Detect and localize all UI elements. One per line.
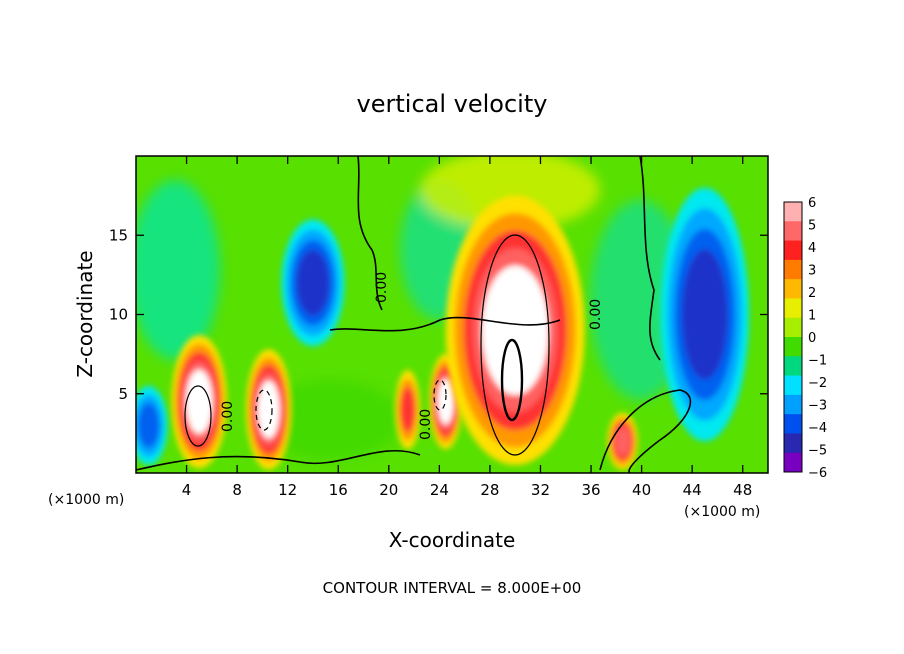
feature-7 <box>660 187 749 442</box>
feature-1 <box>245 349 292 470</box>
x-tick-label: 40 <box>632 481 651 499</box>
colorbar-label: −6 <box>808 466 827 481</box>
colorbar-label: −1 <box>808 354 827 369</box>
contour-core-inner <box>500 338 524 422</box>
contour-right-lobe <box>599 389 692 473</box>
colorbar-swatch <box>784 202 802 222</box>
colorbar-label: −3 <box>808 399 827 414</box>
bg-yellow-top <box>420 156 600 230</box>
y-axis-label: Z-coordinate <box>73 250 97 377</box>
y-axis-ticks: 5 10 15 <box>109 226 768 403</box>
feature-6 <box>607 412 638 470</box>
contour-interval-note: CONTOUR INTERVAL = 8.000E+00 <box>323 579 582 597</box>
feature-3 <box>395 370 421 450</box>
velocity-features <box>136 187 749 470</box>
contour-left-ellipse <box>184 385 212 447</box>
colorbar-label: −4 <box>808 421 827 436</box>
colorbar-swatch <box>784 375 802 396</box>
colorbar-label: 3 <box>808 264 816 279</box>
bg-green-low <box>260 380 400 460</box>
x-tick-label: 20 <box>379 481 398 499</box>
feature-0 <box>171 335 227 469</box>
colorbar-swatch <box>784 279 802 299</box>
colorbar-label: 6 <box>808 196 816 211</box>
feature-2 <box>281 219 345 347</box>
colorbar-swatch <box>784 259 802 280</box>
colorbar-label: 4 <box>808 241 816 256</box>
plot-area <box>136 156 768 473</box>
feature-2-level-3 <box>296 250 330 316</box>
contour-dashed-mid <box>255 389 273 431</box>
x-tick-label: 48 <box>733 481 752 499</box>
colorbar-label: −5 <box>808 444 827 459</box>
feature-1-level-4 <box>257 380 280 439</box>
feature-4-level-4 <box>437 378 454 425</box>
colorbar-swatch <box>784 298 802 319</box>
x-tick-label: 4 <box>182 481 192 499</box>
colorbar-label: 0 <box>808 331 816 346</box>
feature-5 <box>445 195 585 466</box>
x-tick-label: 36 <box>581 481 600 499</box>
colorbar-label: 2 <box>808 286 816 301</box>
contour-upper-band <box>329 316 561 332</box>
x-axis-ticks: 4 8 12 16 20 24 28 32 36 40 44 48 <box>182 156 752 499</box>
x-tick-label: 44 <box>683 481 702 499</box>
contour-zero-right <box>639 156 661 361</box>
x-tick-label: 12 <box>278 481 297 499</box>
y-tick-label: 15 <box>109 226 128 244</box>
colorbar-frame <box>783 201 803 473</box>
x-unit-left: (×1000 m) <box>48 492 124 508</box>
feature-8-level-2 <box>137 402 160 448</box>
contour-label-3: 0.00 <box>220 401 236 432</box>
contour-mid-lower <box>136 450 421 471</box>
colorbar-swatch <box>784 337 802 357</box>
feature-3-level-2 <box>400 387 415 433</box>
contour-labels: 0.00 0.00 0.00 0.00 <box>220 272 604 440</box>
bg-cyan-left <box>136 180 220 360</box>
x-tick-label: 28 <box>480 481 499 499</box>
colorbar: 6 5 4 3 2 1 0 −1 −2 −3 −4 −5 −6 <box>783 196 827 481</box>
x-tick-label: 8 <box>232 481 242 499</box>
feature-8 <box>136 385 168 466</box>
colorbar-swatch <box>784 452 802 473</box>
x-unit-right: (×1000 m) <box>684 504 760 520</box>
colorbar-swatch <box>784 433 802 454</box>
chart-title: vertical velocity <box>357 90 548 118</box>
feature-7-level-3 <box>682 249 728 380</box>
colorbar-swatch <box>784 240 802 261</box>
colorbar-swatch <box>784 394 802 415</box>
contour-zero-left <box>357 156 383 311</box>
contour-label-2: 0.00 <box>588 299 604 330</box>
contour-dashed-right <box>433 379 447 411</box>
colorbar-swatch <box>784 356 802 377</box>
y-tick-label: 5 <box>118 385 128 403</box>
y-tick-label: 10 <box>109 306 128 324</box>
x-axis-label: X-coordinate <box>389 528 516 552</box>
contour-lines <box>136 156 692 473</box>
colorbar-label: 5 <box>808 219 816 234</box>
colorbar-swatch <box>784 221 802 242</box>
feature-6-level-3 <box>614 426 631 456</box>
colorbar-swatch <box>784 414 802 434</box>
x-tick-label: 32 <box>531 481 550 499</box>
x-tick-label: 24 <box>430 481 449 499</box>
contour-label-1: 0.00 <box>374 272 390 303</box>
contour-label-4: 0.00 <box>418 409 434 440</box>
contour-core-outer <box>480 234 550 456</box>
feature-5-level-4 <box>481 265 549 396</box>
colorbar-label: 1 <box>808 309 816 324</box>
x-tick-label: 16 <box>329 481 348 499</box>
colorbar-swatch <box>784 317 802 338</box>
colorbar-label: −2 <box>808 376 827 391</box>
feature-0-level-4 <box>185 369 213 434</box>
